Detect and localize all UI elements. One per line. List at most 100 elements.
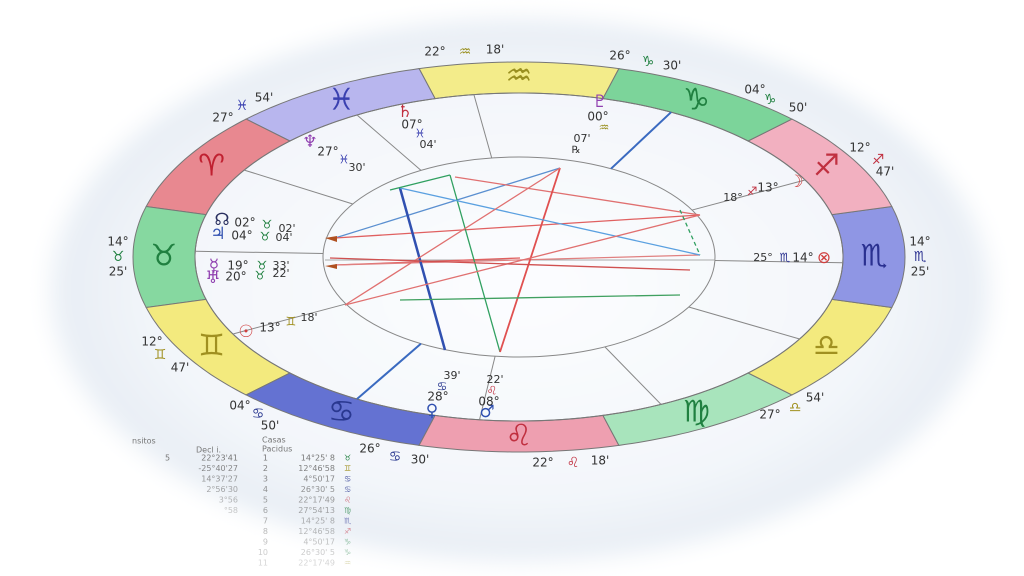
planet-glyph: ♇	[592, 92, 607, 112]
house-line	[691, 179, 806, 211]
zodiac-glyph: ♊	[198, 329, 225, 364]
planet-glyph: ♂	[479, 402, 494, 422]
table-cell: 4	[263, 485, 268, 494]
table-cell: 5	[263, 496, 268, 505]
planet-sign: ♌	[487, 384, 498, 398]
planet-glyph: ☉	[238, 322, 253, 342]
planet-sign: ♓	[339, 153, 350, 167]
table-cell: 8	[263, 527, 268, 536]
table-cell: ♊	[344, 464, 351, 473]
planet-minutes: 04'	[275, 231, 292, 244]
planet-degree: 02°	[234, 216, 255, 230]
table-cell: ♌	[344, 496, 351, 505]
cusp-sign: ♊	[154, 347, 167, 363]
table-cell: 2	[263, 464, 268, 473]
table-cell: ♒	[344, 559, 351, 568]
inner-ring	[194, 92, 844, 422]
cusp-minutes: 50'	[261, 419, 280, 433]
cusp-minutes: 30'	[411, 453, 430, 467]
table-header: nsitos	[132, 437, 156, 446]
cusp-sign: ♑	[764, 92, 777, 108]
house-line	[473, 94, 493, 159]
table-cell: 3°56	[219, 496, 238, 505]
cusp-sign: ♉	[112, 249, 125, 265]
cusp-minutes: 30'	[663, 59, 682, 73]
table-cell: 12°46'58	[298, 527, 335, 536]
planet-glyph: ♄	[397, 102, 412, 122]
planet-minutes: 02'	[278, 222, 295, 235]
planet-minutes: 39'	[443, 369, 460, 382]
table-cell: ♑	[344, 538, 351, 547]
planet-glyph: ♅	[205, 268, 220, 288]
table-cell: 9	[263, 538, 268, 547]
planet-degree: 20°	[225, 270, 246, 284]
table-cell: 3	[263, 475, 268, 484]
cusp-degree: 04°	[229, 399, 250, 413]
planet-minutes: 30'	[348, 161, 365, 174]
planet-minutes: 22'	[486, 373, 503, 386]
cusp-minutes: 47'	[171, 361, 190, 375]
planet-minutes: 22'	[272, 267, 289, 280]
planet-degree: 08°	[478, 395, 499, 409]
cusp-degree: 26°	[609, 49, 630, 63]
cusp-minutes: 25'	[911, 265, 930, 279]
planet-glyph: ☊	[214, 210, 229, 230]
table-cell: 14°37'27	[201, 475, 238, 484]
planet-sign: ♏	[780, 251, 791, 265]
cusp-degree: 14°	[107, 235, 128, 249]
table-cell: 7	[263, 517, 268, 526]
table-cell: ♋	[344, 475, 351, 484]
zodiac-glyph: ♎	[813, 329, 840, 364]
house-line	[356, 114, 422, 171]
planet-sign: ♉	[260, 230, 271, 244]
table-cell: °58	[224, 506, 238, 515]
table-cell: ♏	[344, 517, 352, 526]
aspect-circle	[322, 156, 716, 358]
zodiac-glyph: ♑	[683, 83, 710, 118]
planet-degree: 13°	[757, 181, 778, 195]
planet-degree: 07°	[401, 118, 422, 132]
cusp-degree: 22°	[532, 456, 553, 470]
table-header: Casas	[262, 436, 286, 445]
cusp-sign: ♒	[459, 44, 472, 60]
zodiac-glyph: ♓	[328, 83, 355, 118]
table-cell: 27°54'13	[298, 506, 335, 515]
house-line	[244, 169, 353, 205]
planet-degree: 27°	[317, 145, 338, 159]
table-header: Pacidus	[262, 445, 292, 454]
cusp-minutes: 50'	[789, 101, 808, 115]
cusp-minutes: 47'	[876, 165, 895, 179]
table-cell: 11	[258, 559, 268, 568]
table-header: Decl i.	[196, 446, 221, 455]
cusp-minutes: 25'	[109, 265, 128, 279]
planet-minutes: 07'	[573, 132, 590, 145]
planet-degree: 13°	[259, 321, 280, 335]
planet-minutes: 33'	[272, 259, 289, 272]
cusp-sign: ♋	[252, 406, 265, 422]
table-cell: 2°56'30	[206, 485, 238, 494]
planet-glyph: ♀	[426, 401, 438, 421]
house-line	[195, 250, 324, 255]
planet-minutes: 04'	[419, 138, 436, 151]
zodiac-glyph: ♏	[861, 239, 888, 274]
cusp-sign: ♐	[872, 152, 885, 168]
cusp-degree: 12°	[849, 141, 870, 155]
cusp-degree: 04°	[744, 83, 765, 97]
table-cell: 26°30' 5	[301, 548, 335, 557]
house-line	[604, 346, 662, 405]
planet-sign: ♉	[257, 259, 268, 273]
planet-minutes: 25°	[753, 251, 773, 264]
planet-sign: ♓	[415, 127, 426, 141]
cusp-degree: 22°	[424, 45, 445, 59]
cusp-degree: 27°	[212, 111, 233, 125]
table-cell: 6	[263, 506, 268, 515]
table-cell: 14°25' 8	[301, 517, 335, 526]
table-cell: 12°46'58	[298, 464, 335, 473]
labels: 22° ♒ 18' 26° ♑ 30'04°♑ 50'12°♐47'14°♏25'27° ♎5…	[107, 43, 930, 568]
table-cell: 22°23'41	[201, 454, 238, 463]
house-line	[610, 111, 672, 170]
planet-glyph: ⊗	[817, 248, 831, 268]
table-cell: 22°17'49	[298, 559, 335, 568]
planet-glyph: ☽	[788, 172, 803, 192]
